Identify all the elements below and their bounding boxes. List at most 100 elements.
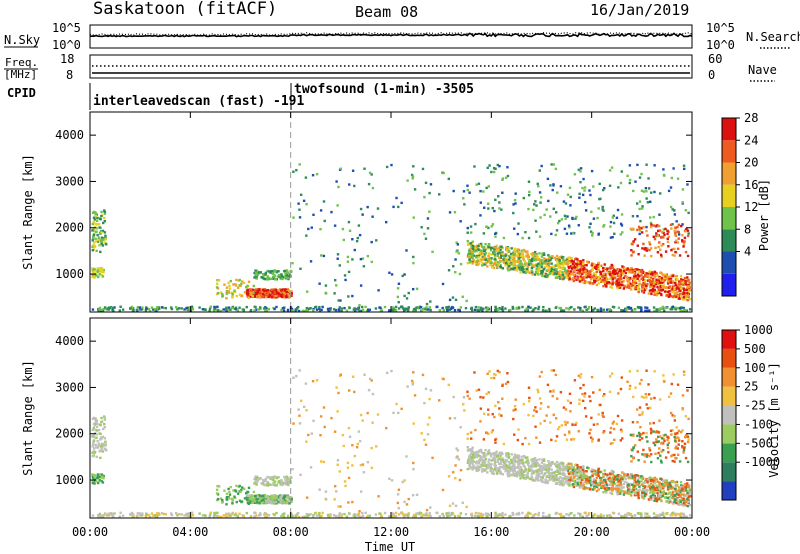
velocity-point [525,513,528,517]
power-point [246,284,249,288]
power-point [656,274,659,277]
velocity-point [653,487,656,490]
power-point [666,290,670,294]
velocity-point [266,494,270,498]
power-colorbar-swatch [722,184,736,207]
velocity-point [354,515,357,518]
velocity-point [249,515,252,519]
power-point [265,309,269,313]
velocity-point [528,465,531,469]
power-point [312,213,315,217]
power-point [611,216,614,219]
power-point [510,252,513,256]
velocity-point [261,498,265,502]
power-point [605,285,608,288]
velocity-point [675,480,679,484]
velocity-point [335,490,338,493]
power-point [333,224,337,227]
power-point [682,240,686,244]
velocity-point [483,459,486,462]
power-point [615,272,618,275]
power-point [528,259,531,263]
power-point [674,284,678,287]
power-point [103,219,107,223]
power-point [686,294,690,298]
power-point [215,286,219,289]
velocity-point [513,458,517,461]
power-point [96,233,99,237]
velocity-point [441,512,444,516]
velocity-point [305,408,308,412]
power-point [644,246,647,250]
velocity-point [245,498,249,501]
velocity-point [284,478,287,481]
power-point [473,165,476,168]
power-point [636,163,639,167]
velocity-point [617,512,621,516]
power-point [191,308,195,311]
power-point [329,308,332,312]
power-point [597,268,600,272]
velocity-point [661,511,665,515]
power-point [532,208,535,212]
power-point [641,278,645,281]
power-point [233,289,236,292]
velocity-point [551,475,555,479]
power-point [477,244,480,248]
power-point [428,306,431,309]
power-point [651,270,654,274]
velocity-point [102,444,105,447]
power-point [568,306,572,310]
power-point [544,309,547,312]
power-point [390,163,393,167]
velocity-point [264,477,268,481]
velocity-point [451,512,455,515]
velocity-point [267,501,270,505]
power-point [550,232,553,236]
velocity-point [633,487,637,490]
velocity-point [256,477,260,480]
power-point [411,177,414,180]
date-label: 16/Jan/2019 [590,1,689,19]
power-point [568,266,571,270]
power-point [255,308,258,311]
velocity-point [581,474,585,477]
velocity-point [101,450,105,453]
power-point [636,244,640,247]
power-point [288,275,291,278]
power-point [289,269,293,273]
velocity-point [533,470,536,473]
power-point [655,278,658,281]
velocity-point [298,414,301,417]
power-point [582,271,585,274]
power-point [673,287,676,291]
power-point [256,289,260,293]
velocity-point [541,458,544,461]
velocity-point [335,386,338,389]
power-point [252,291,255,295]
velocity-point [94,428,97,432]
power-point [285,272,289,275]
power-point [650,292,653,296]
power-point [537,184,540,188]
power-point [646,273,649,276]
power-point [476,263,479,267]
velocity-point [270,476,273,479]
power-point [608,184,612,188]
power-point [597,309,601,312]
power-point [495,263,498,267]
power-point [612,272,616,275]
power-point [338,306,341,309]
velocity-point [346,466,350,469]
velocity-point [420,432,423,435]
power-point [623,269,626,273]
power-point [626,267,630,270]
velocity-point [492,458,495,461]
velocity-point [459,512,463,515]
power-point [426,308,430,311]
velocity-point [669,514,672,517]
power-point [537,258,540,261]
power-point [222,308,225,311]
velocity-point [363,373,366,376]
velocity-point [572,470,576,474]
